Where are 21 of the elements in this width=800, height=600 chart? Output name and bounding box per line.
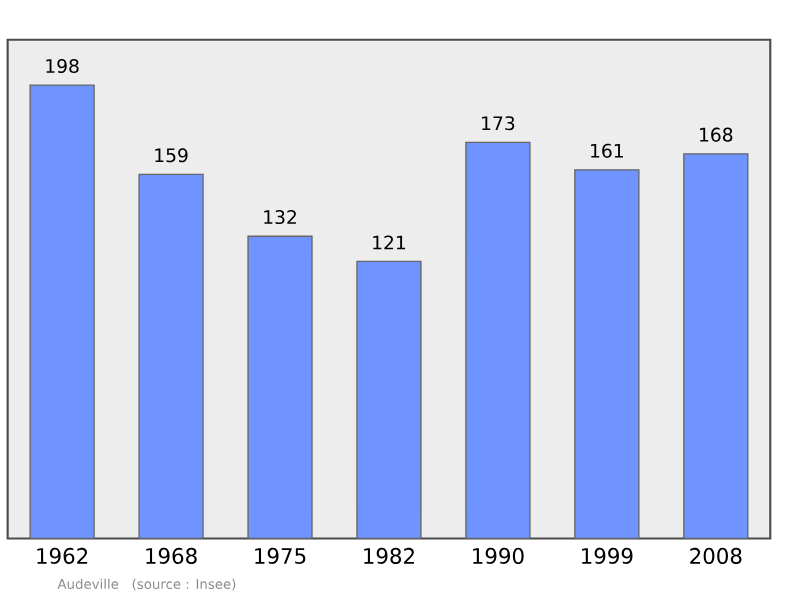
- data-label: 168: [700, 127, 733, 142]
- bar: [356, 261, 421, 539]
- data-label: 173: [482, 116, 515, 131]
- x-tick-label: 1982: [364, 548, 414, 565]
- x-tick-label: 1968: [146, 548, 197, 565]
- x-tick-label: 1975: [255, 548, 306, 565]
- bar: [574, 170, 639, 539]
- x-tick-label: 1962: [37, 548, 88, 565]
- data-label: 132: [264, 210, 296, 225]
- x-tick-label: 2008: [690, 548, 742, 565]
- bar: [683, 153, 749, 539]
- bar: [465, 142, 530, 539]
- bar: [248, 236, 313, 539]
- x-tick-label: 1999: [582, 548, 633, 565]
- data-label: 161: [591, 143, 623, 158]
- data-label: 198: [46, 59, 79, 74]
- bar: [30, 85, 95, 539]
- bar: [139, 174, 204, 539]
- data-label: 121: [373, 235, 406, 250]
- data-label: 159: [155, 148, 188, 163]
- x-tick-label: 1990: [473, 548, 524, 565]
